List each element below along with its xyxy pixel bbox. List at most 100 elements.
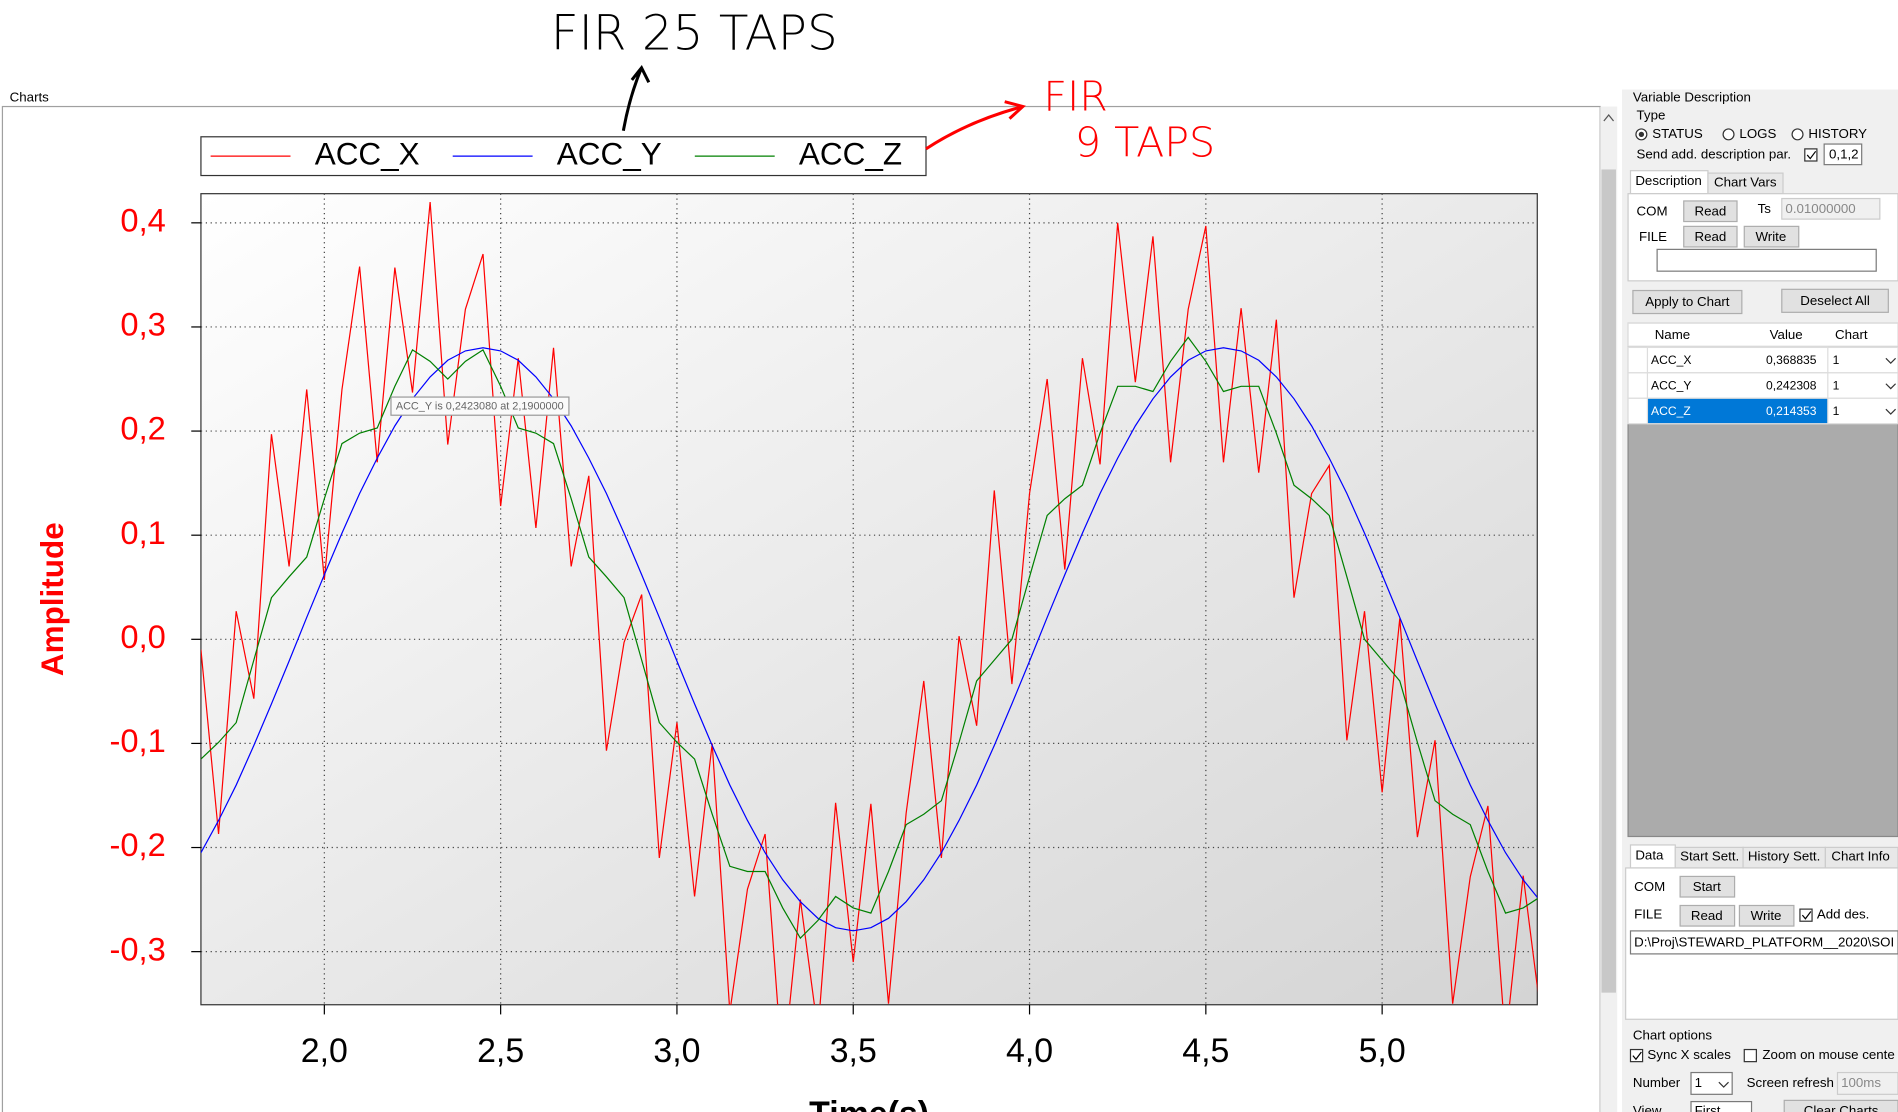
tab-label[interactable]: History Sett. [1748, 849, 1820, 864]
radio[interactable] [1722, 128, 1735, 141]
view-label: View [1633, 1103, 1662, 1112]
x-tick-label: 4,5 [1182, 1032, 1229, 1070]
sync-label[interactable]: Sync X scales [1647, 1047, 1731, 1062]
x-tick-label: 3,0 [653, 1032, 700, 1070]
button-label[interactable]: Start [1693, 879, 1721, 894]
input[interactable] [1781, 197, 1881, 220]
tooltip-box [390, 396, 570, 416]
options-title: Chart options [1633, 1028, 1712, 1043]
y-tick-label: 0,1 [120, 514, 165, 551]
grid-cell: 0,368835 [1766, 353, 1817, 367]
refresh-value[interactable]: 100ms [1841, 1075, 1881, 1090]
button[interactable] [1679, 904, 1736, 927]
checkbox[interactable] [1629, 1048, 1644, 1063]
tab-label[interactable]: Chart Info [1831, 849, 1889, 864]
grid-header-label: Chart [1835, 327, 1868, 342]
charts-label: Charts [10, 90, 50, 105]
grid-header [1627, 322, 1898, 347]
x-tick-label: 2,0 [301, 1032, 348, 1070]
series-line [200, 347, 1538, 932]
button[interactable] [1738, 904, 1795, 927]
legend-label: ACC_Z [799, 136, 902, 171]
x-tick-label: 2,5 [477, 1032, 524, 1070]
grid-cell: ACC_Y [1651, 378, 1691, 392]
checkbox[interactable] [1804, 148, 1818, 162]
refresh-label: Screen refresh [1747, 1075, 1834, 1090]
tab-label[interactable]: Start Sett. [1680, 849, 1739, 864]
series-line [200, 201, 1538, 1005]
combo-arrow [1718, 1081, 1729, 1088]
annotation-arrow [925, 100, 1026, 151]
button[interactable] [1683, 200, 1738, 223]
input[interactable] [1823, 143, 1863, 166]
button-label[interactable]: Apply to Chart [1645, 294, 1730, 309]
y-axis-label: Amplitude [35, 522, 70, 676]
button-label[interactable]: Read [1694, 229, 1726, 244]
ts-label: Ts [1758, 201, 1772, 216]
grid-cell: 0,214353 [1766, 404, 1817, 418]
combo-arrow [1885, 357, 1897, 365]
number-value[interactable]: 1 [1695, 1075, 1702, 1090]
view-value[interactable]: First [1695, 1103, 1721, 1112]
y-tick-label: 0,3 [120, 306, 165, 343]
ts-value[interactable]: 0.01000000 [1785, 201, 1855, 216]
panel-title: Variable Description [1633, 90, 1751, 105]
legend-box [200, 136, 927, 177]
tab-label[interactable]: Description [1635, 173, 1702, 188]
send-value[interactable]: 0,1,2 [1829, 146, 1859, 161]
add-des-label[interactable]: Add des. [1817, 907, 1869, 922]
combo[interactable] [1690, 1071, 1733, 1095]
button[interactable] [1743, 225, 1800, 248]
scroll-up[interactable] [1603, 114, 1615, 122]
input[interactable] [1629, 930, 1898, 955]
button-label[interactable]: Deselect All [1800, 293, 1870, 308]
button[interactable] [1632, 289, 1743, 315]
combo[interactable] [1836, 1071, 1898, 1095]
path[interactable]: D:\Proj\STEWARD_PLATFORM__2020\SOI [1634, 935, 1894, 950]
y-tick-label: -0,1 [110, 722, 166, 759]
button-label[interactable]: Clear Charts [1804, 1103, 1879, 1112]
radio-label[interactable]: HISTORY [1808, 126, 1867, 141]
button[interactable] [1679, 875, 1736, 898]
plot-area [200, 193, 1538, 1006]
y-tick-label: 0,0 [120, 618, 165, 655]
radio-label[interactable]: LOGS [1739, 126, 1776, 141]
input[interactable] [1656, 248, 1877, 272]
annotation: 9 TAPS [1075, 118, 1215, 166]
y-tick-label: -0,3 [110, 930, 166, 967]
checkbox[interactable] [1743, 1048, 1757, 1063]
row-cell [1646, 397, 1829, 425]
y-tick-label: 0,2 [120, 410, 165, 447]
y-tick-label: 0,4 [120, 201, 165, 238]
zoom-label[interactable]: Zoom on mouse cente [1762, 1047, 1894, 1062]
combo-arrow [1885, 408, 1897, 415]
radio-label[interactable]: STATUS [1652, 126, 1703, 141]
grid-cell: 0,242308 [1766, 378, 1817, 392]
series-line [200, 336, 1538, 940]
tab-label[interactable]: Data [1635, 847, 1664, 862]
annotation-arrow [621, 64, 651, 132]
file-label: FILE [1634, 907, 1662, 922]
scrollbar-thumb[interactable] [1601, 169, 1616, 993]
button-label[interactable]: Write [1751, 908, 1782, 923]
tab-label[interactable]: Chart Vars [1714, 174, 1777, 189]
button[interactable] [1781, 288, 1889, 313]
button-label[interactable]: Read [1694, 203, 1726, 218]
x-tick-label: 5,0 [1359, 1032, 1406, 1070]
type-label: Type [1637, 108, 1666, 123]
grid-cell: 1 [1833, 404, 1840, 418]
combo[interactable] [1690, 1100, 1753, 1112]
send-label: Send add. description par. [1637, 146, 1791, 161]
radio[interactable] [1791, 128, 1804, 141]
button[interactable] [1683, 225, 1738, 248]
legend-label: ACC_X [315, 136, 420, 171]
radio-dot [1638, 131, 1645, 138]
grid-rows: ACC_X 0,368835 1 ACC_Y 0,242308 1 ACC_Z 0,21435… [1627, 346, 1898, 425]
button-label[interactable]: Write [1756, 229, 1787, 244]
checkbox[interactable] [1799, 908, 1813, 922]
check [1801, 911, 1812, 920]
button-label[interactable]: Read [1691, 908, 1723, 923]
annotation: FIR [1043, 72, 1107, 120]
